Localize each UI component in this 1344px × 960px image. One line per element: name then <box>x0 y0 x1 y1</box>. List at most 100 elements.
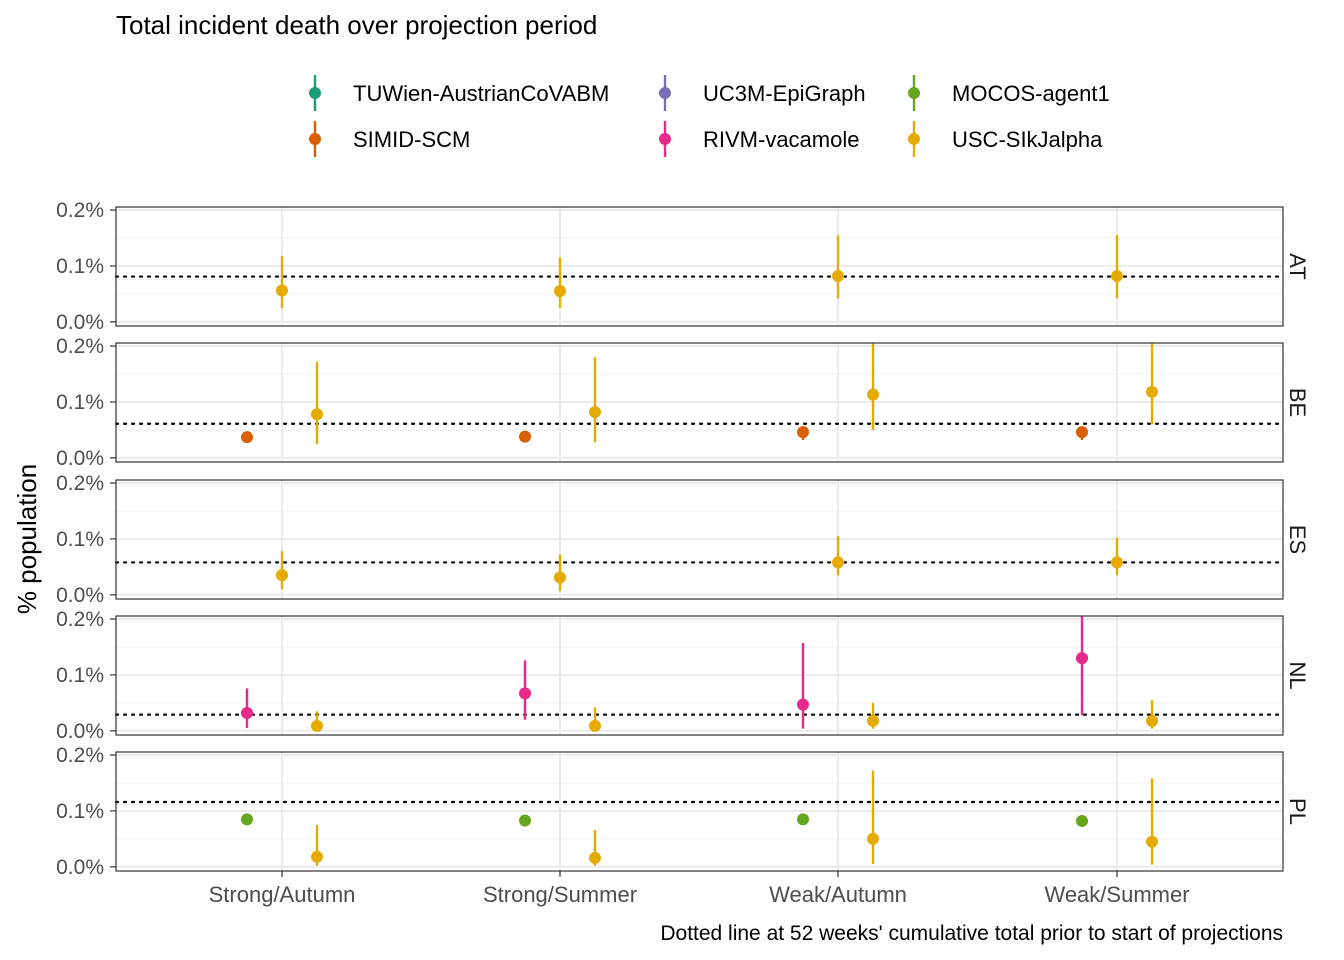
panel-be: 0.0% 0.1% 0.2% BE <box>56 335 1310 470</box>
point-marker <box>832 270 844 283</box>
y-axis-label: % population <box>12 464 42 614</box>
data-point-usc-sikjalpha <box>832 235 844 299</box>
legend-item: TUWien-AustrianCoVABM <box>309 75 609 111</box>
y-tick-label: 0.1% <box>56 391 104 414</box>
data-point-usc-sikjalpha <box>589 829 601 866</box>
data-point-mocos-agent1 <box>241 813 253 826</box>
point-marker <box>1146 835 1158 848</box>
y-tick-label: 0.1% <box>56 800 104 823</box>
point-marker <box>519 814 531 827</box>
point-marker <box>797 426 809 439</box>
data-point-usc-sikjalpha <box>867 770 879 865</box>
data-point-rivm-vacamole <box>1076 616 1088 716</box>
data-point-simid-scm <box>241 431 253 444</box>
strip-label: PL <box>1285 798 1310 825</box>
point-marker <box>832 556 844 569</box>
panel-at: 0.0% 0.1% 0.2% AT <box>56 199 1310 334</box>
panel-grid <box>116 752 1283 871</box>
data-point-usc-sikjalpha <box>1111 537 1123 576</box>
legend-key-point <box>908 133 920 145</box>
point-marker <box>554 285 566 298</box>
data-point-usc-sikjalpha <box>1146 343 1158 425</box>
point-marker <box>311 850 323 863</box>
y-tick-label: 0.0% <box>56 584 104 607</box>
x-tick-label: Weak/Summer <box>1044 882 1189 907</box>
y-tick-label: 0.1% <box>56 255 104 278</box>
point-marker <box>276 284 288 297</box>
panel-pl: 0.0% 0.1% 0.2% PL <box>56 744 1310 879</box>
strip-label: ES <box>1285 525 1310 554</box>
data-point-usc-sikjalpha <box>1146 700 1158 729</box>
point-marker <box>241 431 253 444</box>
legend-key-point <box>309 133 321 145</box>
data-point-simid-scm <box>797 426 809 440</box>
legend-label: TUWien-AustrianCoVABM <box>353 81 609 106</box>
data-point-usc-sikjalpha <box>276 551 288 590</box>
y-tick-label: 0.2% <box>56 199 104 222</box>
data-point-rivm-vacamole <box>519 660 531 720</box>
strip-label: BE <box>1285 388 1310 417</box>
chart-caption: Dotted line at 52 weeks' cumulative tota… <box>660 922 1283 945</box>
panel-marks <box>276 235 1123 308</box>
legend-label: RIVM-vacamole <box>703 127 859 152</box>
y-tick-label: 0.2% <box>56 335 104 358</box>
data-point-mocos-agent1 <box>1076 815 1088 828</box>
point-marker <box>1076 652 1088 665</box>
legend-label: SIMID-SCM <box>353 127 470 152</box>
data-point-usc-sikjalpha <box>554 554 566 591</box>
data-point-rivm-vacamole <box>797 643 809 729</box>
data-point-usc-sikjalpha <box>867 702 879 729</box>
data-point-usc-sikjalpha <box>589 707 601 732</box>
point-marker <box>797 698 809 711</box>
y-tick-label: 0.2% <box>56 744 104 767</box>
data-point-usc-sikjalpha <box>867 343 879 430</box>
data-point-usc-sikjalpha <box>311 711 323 732</box>
legend-label: MOCOS-agent1 <box>952 81 1110 106</box>
panels: 0.0% 0.1% 0.2% AT 0.0% 0.1% 0.2% BE 0.0% 0.1% 0.2%… <box>56 199 1310 879</box>
point-marker <box>589 719 601 732</box>
point-marker <box>1111 556 1123 569</box>
data-point-simid-scm <box>519 430 531 443</box>
point-marker <box>1146 385 1158 398</box>
data-point-usc-sikjalpha <box>311 361 323 444</box>
point-marker <box>519 430 531 443</box>
chart-title: Total incident death over projection per… <box>116 10 597 40</box>
data-point-usc-sikjalpha <box>311 824 323 866</box>
legend-key-point <box>908 87 920 99</box>
data-point-usc-sikjalpha <box>832 536 844 576</box>
legend: TUWien-AustrianCoVABM SIMID-SCM UC3M-EpiGr… <box>309 75 1110 157</box>
strip-label: AT <box>1285 253 1310 279</box>
y-tick-label: 0.0% <box>56 720 104 743</box>
legend-label: UC3M-EpiGraph <box>703 81 866 106</box>
x-tick-label: Strong/Autumn <box>209 882 356 907</box>
point-marker <box>867 714 879 727</box>
x-tick-label: Weak/Autumn <box>769 882 907 907</box>
data-point-usc-sikjalpha <box>554 257 566 308</box>
legend-key-point <box>659 87 671 99</box>
point-marker <box>1111 270 1123 283</box>
panel-es: 0.0% 0.1% 0.2% ES <box>56 472 1310 607</box>
legend-item: MOCOS-agent1 <box>908 75 1110 111</box>
data-point-rivm-vacamole <box>241 688 253 729</box>
y-tick-label: 0.2% <box>56 608 104 631</box>
legend-label: USC-SIkJalpha <box>952 127 1103 152</box>
legend-item: USC-SIkJalpha <box>908 121 1103 157</box>
panel-grid <box>116 343 1283 462</box>
point-marker <box>311 408 323 421</box>
data-point-mocos-agent1 <box>797 813 809 826</box>
y-tick-label: 0.1% <box>56 528 104 551</box>
point-marker <box>276 569 288 582</box>
data-point-usc-sikjalpha <box>276 255 288 308</box>
y-tick-label: 0.0% <box>56 447 104 470</box>
panel-grid <box>116 616 1283 735</box>
panel-marks <box>241 770 1158 866</box>
panel-marks <box>241 343 1158 444</box>
point-marker <box>867 832 879 845</box>
point-marker <box>1146 714 1158 727</box>
point-marker <box>519 687 531 700</box>
point-marker <box>589 851 601 864</box>
y-tick-label: 0.0% <box>56 856 104 879</box>
panel-nl: 0.0% 0.1% 0.2% NL <box>56 608 1310 743</box>
legend-item: RIVM-vacamole <box>659 121 859 157</box>
